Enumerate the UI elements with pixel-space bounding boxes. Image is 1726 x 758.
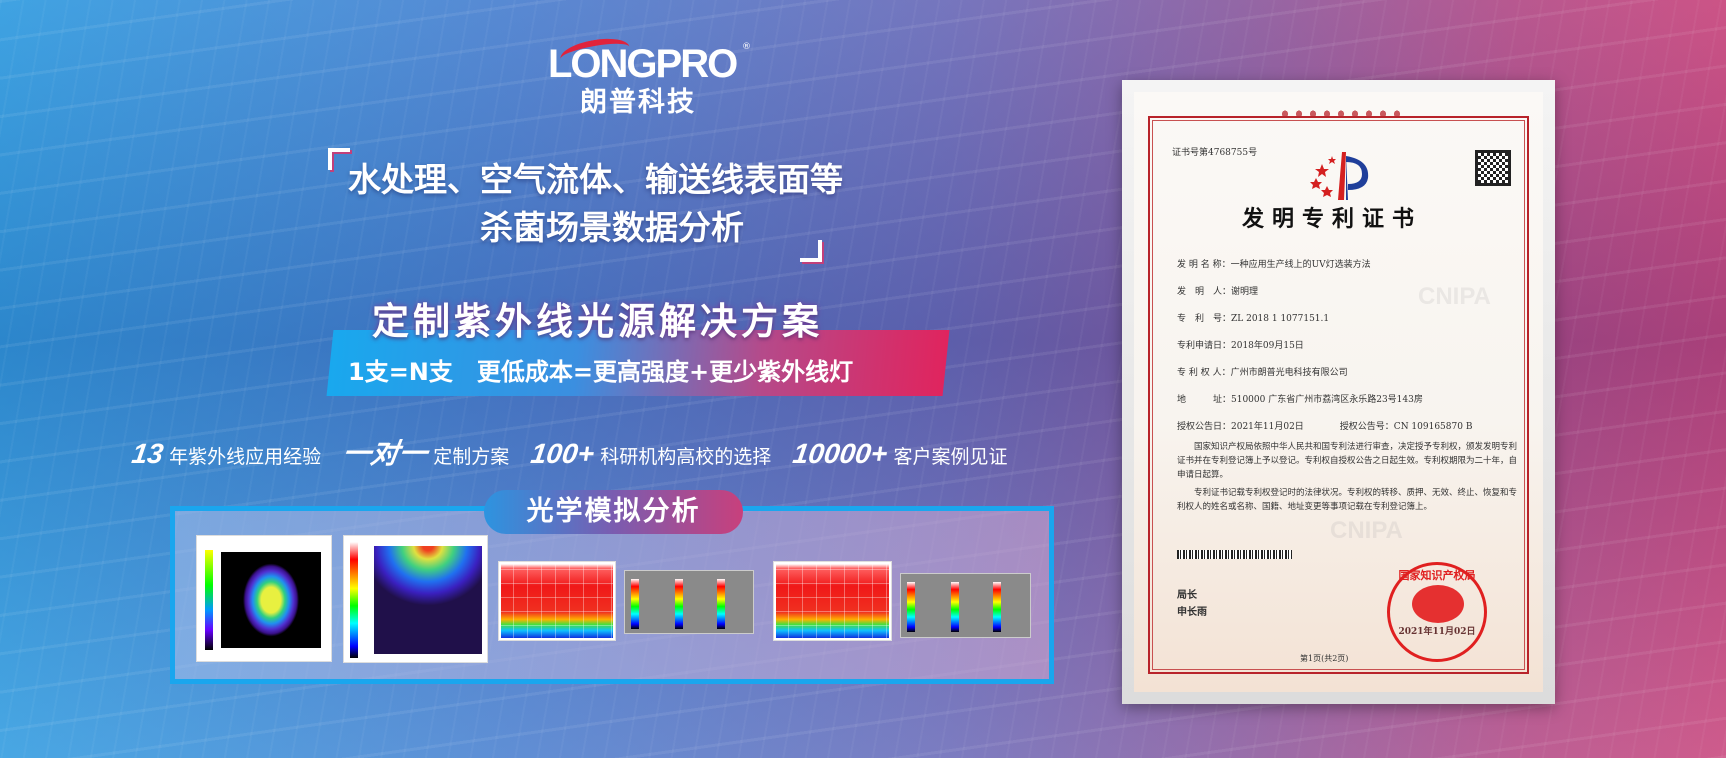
certificate-number: 证书号第4768755号 — [1172, 148, 1258, 158]
director-title: 局长 — [1177, 590, 1197, 601]
national-emblem-icon — [1412, 585, 1464, 623]
certificate-row: 发 明 名 称：一种应用生产线上的UV灯选装方法 — [1177, 260, 1371, 270]
irradiance-map-scatter — [343, 535, 488, 663]
seal-date: 2021年11月02日 — [1398, 627, 1476, 637]
irradiance-map-circular — [196, 535, 332, 662]
cnipa-logo-icon — [1310, 152, 1369, 200]
bracket-close-icon — [800, 240, 822, 262]
watermark: CNIPA — [1330, 517, 1403, 544]
ornament-icon — [1278, 106, 1404, 122]
stat-label: 科研机构高校的选择 — [600, 446, 772, 468]
qr-code — [1475, 150, 1511, 186]
heatmap — [374, 546, 482, 654]
stat-label: 年紫外线应用经验 — [169, 446, 322, 468]
director-name: 申长雨 — [1177, 607, 1207, 618]
stat-label: 客户案例见证 — [893, 446, 1008, 468]
brand-name-cn: 朗普科技 — [580, 87, 696, 118]
colorbar — [951, 582, 959, 632]
registered-mark: ® — [742, 42, 751, 52]
certificate-row: 地 址：510000 广东省广州市荔湾区永乐路23号143房 — [1177, 395, 1423, 405]
bracket-open-icon — [328, 148, 350, 170]
certificate-row: 发 明 人：谢明理 — [1177, 287, 1259, 297]
grid — [499, 562, 615, 640]
seal-text: 国家知识产权局 — [1398, 569, 1476, 582]
stat-value: 100+ — [529, 438, 597, 469]
colorbar — [993, 582, 1001, 632]
official-seal: 国家知识产权局 2021年11月02日 — [1387, 562, 1487, 662]
stats-row: 13 年紫外线应用经验 一对一 定制方案 100+ 科研机构高校的选择 10000+ 客… — [129, 432, 1030, 472]
heatmap-red-2 — [773, 561, 892, 641]
simulation-title-pill: 光学模拟分析 — [484, 490, 743, 534]
colorbar — [907, 582, 915, 632]
colorbar — [675, 579, 683, 629]
certificate-paragraph: 国家知识产权局依照中华人民共和国专利法进行审查，决定授予专利权，颁发发明专利证书… — [1177, 442, 1518, 480]
certificate-row: 专 利 号：ZL 2018 1 1077151.1 — [1177, 314, 1330, 324]
colorbar — [350, 542, 358, 658]
stat-value: 13 — [129, 438, 166, 469]
color-legends-1 — [624, 570, 754, 634]
stat-label: 定制方案 — [433, 446, 510, 468]
colorbar — [631, 579, 639, 629]
banner-title: 定制紫外线光源解决方案 — [372, 300, 823, 343]
heatmap — [221, 552, 321, 648]
brand-logo: LONGPRO — [548, 42, 738, 86]
headline-line1: 水处理、空气流体、输送线表面等 — [348, 160, 843, 199]
color-legends-2 — [900, 573, 1031, 638]
watermark: CNIPA — [1418, 283, 1491, 310]
banner-subtitle: 1支=N支 更低成本=更高强度+更少紫外线灯 — [348, 358, 854, 386]
page-number: 第1页(共2页) — [1300, 654, 1349, 663]
heatmap — [776, 564, 889, 638]
headline-line2: 杀菌场景数据分析 — [480, 208, 744, 247]
colorbar — [205, 550, 213, 650]
colorbar — [717, 579, 725, 629]
stat-value: 一对一 — [340, 438, 430, 469]
heatmap-red-1 — [498, 561, 616, 641]
barcode — [1177, 550, 1292, 559]
certificate-paragraph: 专利证书记载专利权登记时的法律状况。专利权的转移、质押、无效、终止、恢复和专利权… — [1177, 488, 1518, 512]
certificate-title: 发明专利证书 — [1242, 206, 1423, 232]
grid — [774, 562, 891, 640]
certificate-row: 专 利 权 人：广州市朗普光电科技有限公司 — [1177, 368, 1348, 378]
heatmap — [501, 564, 613, 638]
stat-value: 10000+ — [791, 438, 890, 469]
certificate-row: 授权公告日：2021年11月02日 授权公告号：CN 109165870 B — [1177, 422, 1473, 432]
certificate-row: 专利申请日：2018年09月15日 — [1177, 341, 1304, 351]
